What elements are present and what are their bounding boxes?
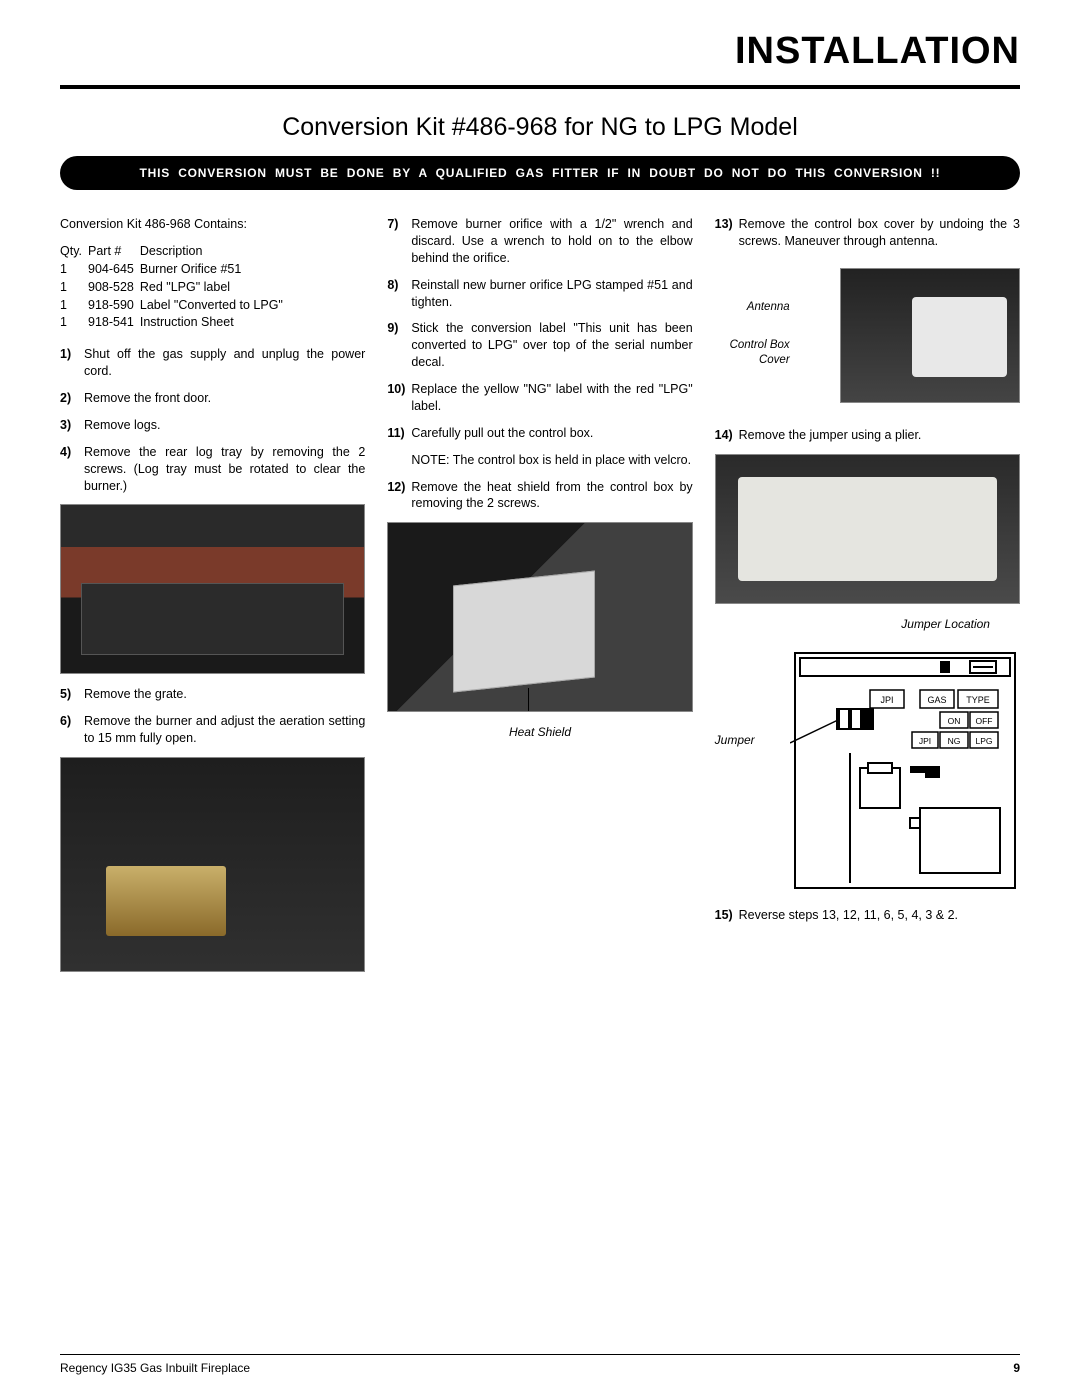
svg-text:ON: ON: [948, 716, 961, 726]
controlbox-figure: Antenna Control Box Cover: [715, 260, 1020, 415]
svg-text:LPG: LPG: [975, 736, 992, 746]
page-header-title: INSTALLATION: [60, 30, 1020, 73]
table-row: Qty. Part # Description: [60, 243, 289, 261]
svg-text:OFF: OFF: [975, 716, 992, 726]
step-2: 2)Remove the front door.: [60, 390, 365, 407]
label-control-box-cover: Control Box Cover: [715, 338, 790, 369]
step-4: 4)Remove the rear log tray by removing t…: [60, 444, 365, 495]
parts-table: Qty. Part # Description 1904-645Burner O…: [60, 243, 289, 332]
page-footer: Regency IG35 Gas Inbuilt Fireplace 9: [60, 1354, 1020, 1375]
label-jumper: Jumper: [715, 642, 759, 748]
footer-page-number: 9: [1013, 1361, 1020, 1375]
step-6: 6)Remove the burner and adjust the aerat…: [60, 713, 365, 747]
photo-control-box: [840, 268, 1020, 403]
photo-log-tray: [60, 504, 365, 674]
footer-product: Regency IG35 Gas Inbuilt Fireplace: [60, 1361, 250, 1375]
step-12: 12)Remove the heat shield from the contr…: [387, 479, 692, 513]
svg-text:JPI: JPI: [919, 736, 931, 746]
step-3: 3)Remove logs.: [60, 417, 365, 434]
photo-jumper-location: [715, 454, 1020, 604]
column-2: 7)Remove burner orifice with a 1/2" wren…: [387, 216, 692, 984]
table-row: 1918-541Instruction Sheet: [60, 314, 289, 332]
step-15: 15)Reverse steps 13, 12, 11, 6, 5, 4, 3 …: [715, 907, 1020, 924]
col-header-part: Part #: [88, 243, 140, 261]
photo-heat-shield: [387, 522, 692, 712]
svg-text:JPI: JPI: [880, 695, 893, 705]
step-1: 1)Shut off the gas supply and unplug the…: [60, 346, 365, 380]
step-9: 9)Stick the conversion label "This unit …: [387, 320, 692, 371]
step-14: 14)Remove the jumper using a plier.: [715, 427, 1020, 444]
svg-text:TYPE: TYPE: [966, 695, 990, 705]
jumper-diagram: JPI GAS TYPE ON OFF JPI NG LPG: [790, 648, 1020, 893]
step-11-note: NOTE: The control box is held in place w…: [411, 452, 692, 469]
svg-text:GAS: GAS: [927, 695, 946, 705]
jumper-diagram-row: Jumper JPI GAS TYPE ON: [715, 642, 1020, 907]
label-antenna: Antenna: [715, 300, 790, 316]
warning-banner: THIS CONVERSION MUST BE DONE BY A QUALIF…: [60, 156, 1020, 190]
col-header-desc: Description: [140, 243, 289, 261]
step-11: 11)Carefully pull out the control box.: [387, 425, 692, 442]
column-3: 13)Remove the control box cover by undoi…: [715, 216, 1020, 984]
step-8: 8)Reinstall new burner orifice LPG stamp…: [387, 277, 692, 311]
table-row: 1908-528Red "LPG" label: [60, 279, 289, 297]
kit-heading: Conversion Kit 486-968 Contains:: [60, 216, 365, 233]
page-subtitle: Conversion Kit #486-968 for NG to LPG Mo…: [60, 113, 1020, 142]
step-5: 5)Remove the grate.: [60, 686, 365, 703]
header-rule: [60, 85, 1020, 89]
content-columns: Conversion Kit 486-968 Contains: Qty. Pa…: [60, 216, 1020, 984]
caption-jumper-location: Jumper Location: [715, 616, 1020, 632]
col-header-qty: Qty.: [60, 243, 88, 261]
step-13: 13)Remove the control box cover by undoi…: [715, 216, 1020, 250]
column-1: Conversion Kit 486-968 Contains: Qty. Pa…: [60, 216, 365, 984]
step-10: 10)Replace the yellow "NG" label with th…: [387, 381, 692, 415]
table-row: 1904-645Burner Orifice #51: [60, 261, 289, 279]
svg-text:NG: NG: [948, 736, 961, 746]
caption-heat-shield: Heat Shield: [387, 724, 692, 740]
step-7: 7)Remove burner orifice with a 1/2" wren…: [387, 216, 692, 267]
footer-rule: [60, 1354, 1020, 1355]
photo-burner: [60, 757, 365, 972]
table-row: 1918-590Label "Converted to LPG": [60, 297, 289, 315]
